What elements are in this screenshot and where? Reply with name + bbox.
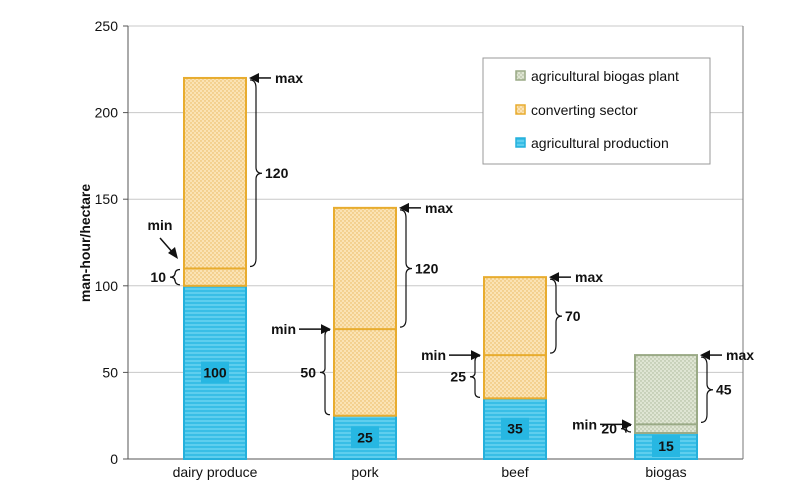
value-label-box: [501, 417, 529, 440]
bars: 100 25 35 15: [183, 76, 698, 461]
value-label-box: [201, 361, 229, 384]
range-label: 120: [415, 260, 439, 276]
legend-swatch: [515, 104, 526, 115]
y-tick-label: 250: [95, 18, 119, 34]
min-range-brace: [319, 329, 331, 416]
min-range-label: 50: [300, 364, 316, 380]
max-arrow-head: [249, 72, 259, 83]
range-brace: [549, 278, 563, 354]
category-label: beef: [501, 464, 528, 480]
bar-segment: [333, 206, 397, 417]
category-label: biogas: [645, 464, 686, 480]
max-label: max: [726, 347, 754, 363]
max-arrow-head: [399, 202, 409, 213]
value-label: 100: [203, 364, 227, 380]
legend-entry: converting sector: [531, 102, 638, 118]
max-label: max: [275, 70, 303, 86]
y-tick-label: 200: [95, 105, 119, 121]
value-label-box: [351, 426, 379, 449]
y-tick-label: 50: [102, 364, 118, 380]
y-tick-labels: 0 50 100 150 200 250: [95, 18, 128, 467]
min-range-label: 20: [601, 421, 617, 437]
value-label: 35: [507, 421, 523, 437]
y-tick-label: 150: [95, 191, 119, 207]
max-label: max: [575, 269, 603, 285]
min-range-brace: [169, 268, 181, 286]
max-arrow-head: [549, 272, 559, 283]
min-label: min: [421, 347, 446, 363]
legend: agricultural biogas plant converting sect…: [482, 57, 711, 165]
min-label: min: [271, 321, 296, 337]
value-label: 15: [658, 438, 674, 454]
min-range-label: 25: [450, 369, 466, 385]
min-range-label: 10: [150, 269, 166, 285]
range-label: 70: [565, 308, 581, 324]
max-label: max: [425, 200, 453, 216]
min-range-brace: [469, 355, 481, 398]
range-brace: [700, 356, 714, 423]
legend-swatch: [515, 137, 526, 148]
bar-segment: [634, 354, 698, 435]
min-arrow-head: [471, 350, 481, 361]
legend-entry: agricultural biogas plant: [531, 68, 679, 84]
legend-swatch: [515, 70, 526, 81]
min-range-brace: [620, 424, 632, 433]
value-label-box: [652, 435, 680, 458]
category-labels: dairy produce pork beef biogas: [173, 464, 687, 480]
bar-segment: [183, 76, 247, 287]
value-label: 25: [357, 429, 373, 445]
range-label: 45: [716, 382, 732, 398]
category-label: pork: [351, 464, 379, 480]
y-tick-label: 0: [110, 451, 118, 467]
range-brace: [399, 209, 413, 328]
category-label: dairy produce: [173, 464, 258, 480]
range-label: 120: [265, 165, 289, 181]
legend-entry: agricultural production: [531, 135, 669, 151]
range-brace: [249, 79, 263, 268]
min-arrow-head: [321, 324, 331, 335]
y-axis-label: man-hour/hectare: [77, 184, 93, 302]
y-tick-label: 100: [95, 278, 119, 294]
max-arrow-head: [700, 350, 710, 361]
bar-segment: [483, 276, 547, 400]
min-label: min: [572, 416, 597, 432]
min-arrow-head: [622, 419, 632, 430]
min-arrow-head: [168, 247, 178, 259]
min-label: min: [148, 217, 173, 233]
